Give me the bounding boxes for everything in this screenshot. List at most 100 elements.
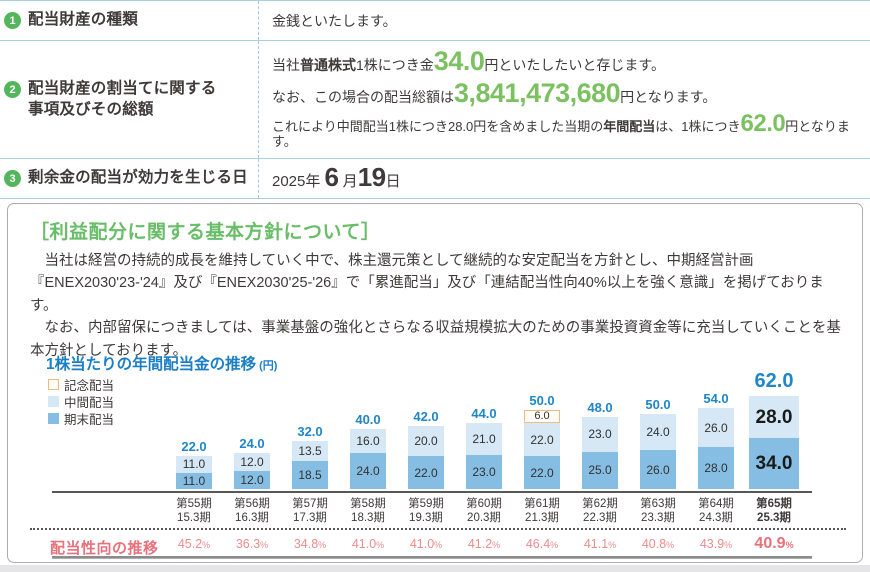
total-label: 48.0 <box>587 400 613 415</box>
legend-label: 中間配当 <box>64 396 115 410</box>
payout-ratio-number: 46.4 <box>525 537 551 551</box>
table-row-property-type: 1 配当財産の種類 金銭といたします。 <box>0 0 870 40</box>
bar-segment-kimatsu: 18.5 <box>292 461 328 489</box>
fiscal-year-label: 23.3期 <box>641 512 675 525</box>
row1-value-cell: 金銭といたします。 <box>259 1 870 40</box>
payout-ratio-value: 43.9% <box>687 537 745 551</box>
segment-value-label: 22.0 <box>414 465 438 480</box>
legend-item-kimatsu: 期末配当 <box>48 410 114 427</box>
fiscal-year-label: 16.3期 <box>235 512 269 525</box>
allocation-line-3-text: これにより中間配当1株につき28.0円を含めました当期の <box>272 119 604 135</box>
fiscal-year-label: 17.3期 <box>293 512 327 525</box>
row1-label: 配当財産の種類 <box>28 11 138 29</box>
segment-value-label: 23.0 <box>588 427 612 442</box>
bar-segment-chukan: 20.0 <box>408 426 444 456</box>
chart-column-第64期: 54.0 26.0 28.0 <box>687 392 745 489</box>
fiscal-period-label: 第58期 <box>350 498 386 510</box>
total-label: 22.0 <box>181 439 207 454</box>
percent-sign: % <box>492 540 501 550</box>
total-label: 40.0 <box>355 412 381 427</box>
chart-column-第55期: 22.0 11.0 11.0 <box>165 440 223 489</box>
dotted-separator <box>30 528 846 530</box>
bar-segment-chukan: 12.0 <box>234 453 270 471</box>
row3-header-cell: 3 剰余金の配当が効力を生じる日 <box>0 159 259 198</box>
bar-segment-chukan: 11.0 <box>176 456 212 473</box>
stacked-bar: 23.0 25.0 <box>582 417 618 489</box>
chart-title: 1株当たりの年間配当金の推移 (円) <box>46 352 277 374</box>
fiscal-year-label: 18.3期 <box>351 512 385 525</box>
bar-segment-kimatsu: 22.0 <box>524 456 560 489</box>
fiscal-year-label: 15.3期 <box>177 512 211 525</box>
fiscal-period-label: 第63期 <box>640 498 676 510</box>
segment-value-label: 12.0 <box>240 455 264 469</box>
payout-ratio-number: 40.8 <box>641 537 667 551</box>
segment-value-label: 26.0 <box>704 420 728 435</box>
total-label: 32.0 <box>297 424 323 439</box>
segment-value-label: 25.0 <box>588 463 612 478</box>
bar-segment-kimatsu: 34.0 <box>749 438 799 489</box>
stacked-bar: 24.0 26.0 <box>640 414 676 489</box>
segment-value-label: 11.0 <box>182 457 206 472</box>
row2-value-cell: 当社普通株式1株につき金34.0円といたしたいと存じます。 なお、この場合の配当総… <box>259 41 870 158</box>
effective-date-text: 日 <box>385 173 401 190</box>
category-label-第58期: 第58期 18.3期 <box>339 497 397 526</box>
bar-segment-kinen: 6.0 <box>524 410 560 423</box>
chart-column-第56期: 24.0 12.0 12.0 <box>223 437 281 489</box>
segment-value-label: 24.0 <box>356 464 380 478</box>
segment-value-label: 28.0 <box>755 406 793 428</box>
segment-value-label: 12.0 <box>240 473 264 487</box>
row3-value-cell: 2025年 6 月19日 <box>259 159 870 198</box>
bar-segment-chukan: 16.0 <box>350 429 386 453</box>
segment-value-label: 28.0 <box>704 461 728 475</box>
payout-ratio-number: 45.2 <box>177 537 203 551</box>
segment-value-label: 18.5 <box>298 468 322 483</box>
category-label-第63期: 第63期 23.3期 <box>629 497 687 526</box>
fiscal-period-label: 第59期 <box>408 498 444 510</box>
row1-value-text: 金銭といたします。 <box>272 12 397 29</box>
allocation-line-3-text: 年間配当 <box>603 119 656 135</box>
effective-date-text: 19 <box>357 162 386 192</box>
effective-date-text: 6 <box>324 162 339 192</box>
payout-ratio-number: 36.3 <box>235 537 261 551</box>
category-label-第60期: 第60期 20.3期 <box>455 497 513 526</box>
page-bottom-strip <box>0 565 870 572</box>
allocation-line-1-text: 1株につき金 <box>356 56 434 73</box>
allocation-line-3-text: は、1株につき <box>655 119 741 135</box>
fiscal-year-label: 20.3期 <box>467 512 501 525</box>
fiscal-year-label: 22.3期 <box>583 512 617 525</box>
category-label-第56期: 第56期 16.3期 <box>223 497 281 526</box>
allocation-line-3: これにより中間配当1株につき28.0円を含めました当期の年間配当は、1株につき6… <box>272 110 870 150</box>
fiscal-period-label: 第56期 <box>234 498 270 510</box>
segment-value-label: 16.0 <box>356 434 380 448</box>
row2-label-line2: 事項及びその総額 <box>28 100 154 118</box>
bar-segment-chukan: 24.0 <box>640 414 676 450</box>
stacked-bar: 20.0 22.0 <box>408 426 444 489</box>
double-underline <box>52 556 812 559</box>
row3-label: 剰余金の配当が効力を生じる日 <box>28 169 248 187</box>
fiscal-period-label: 第57期 <box>292 498 328 510</box>
row1-number-badge: 1 <box>4 12 21 30</box>
fiscal-year-label: 19.3期 <box>409 512 443 525</box>
row2-header-cell: 2 配当財産の割当てに関する 事項及びその総額 <box>0 41 259 158</box>
row1-value: 金銭といたします。 <box>272 11 870 31</box>
policy-heading: ［利益配分に関する基本方針について］ <box>30 222 381 243</box>
allocation-line-3-text: 62.0 <box>740 110 786 138</box>
table-row-effective-date: 3 剰余金の配当が効力を生じる日 2025年 6 月19日 <box>0 158 870 199</box>
chart-column-第61期: 50.0 6.0 22.0 22.0 <box>513 394 571 489</box>
bar-segment-kimatsu: 12.0 <box>234 471 270 489</box>
segment-value-label: 26.0 <box>646 462 670 477</box>
stacked-bar: 11.0 11.0 <box>176 456 212 489</box>
segment-value-label: 22.0 <box>530 432 554 447</box>
bar-segment-chukan: 13.5 <box>292 441 328 462</box>
row3-number-badge: 3 <box>4 170 21 188</box>
allocation-line-2-text: 3,841,473,680 <box>454 78 621 109</box>
allocation-line-2-text: 円となります。 <box>620 89 717 106</box>
allocation-line-1-text: 円といたしたいと存じます。 <box>484 56 665 73</box>
chart-column-第60期: 44.0 21.0 23.0 <box>455 407 513 489</box>
bar-segment-kimatsu: 22.0 <box>408 456 444 489</box>
fiscal-period-label: 第61期 <box>524 498 560 510</box>
chart-column-第57期: 32.0 13.5 18.5 <box>281 425 339 489</box>
total-label: 42.0 <box>413 409 439 424</box>
chart-title-text: 1株当たりの年間配当金の推移 <box>46 356 257 373</box>
payout-ratio-value: 41.1% <box>571 537 629 551</box>
